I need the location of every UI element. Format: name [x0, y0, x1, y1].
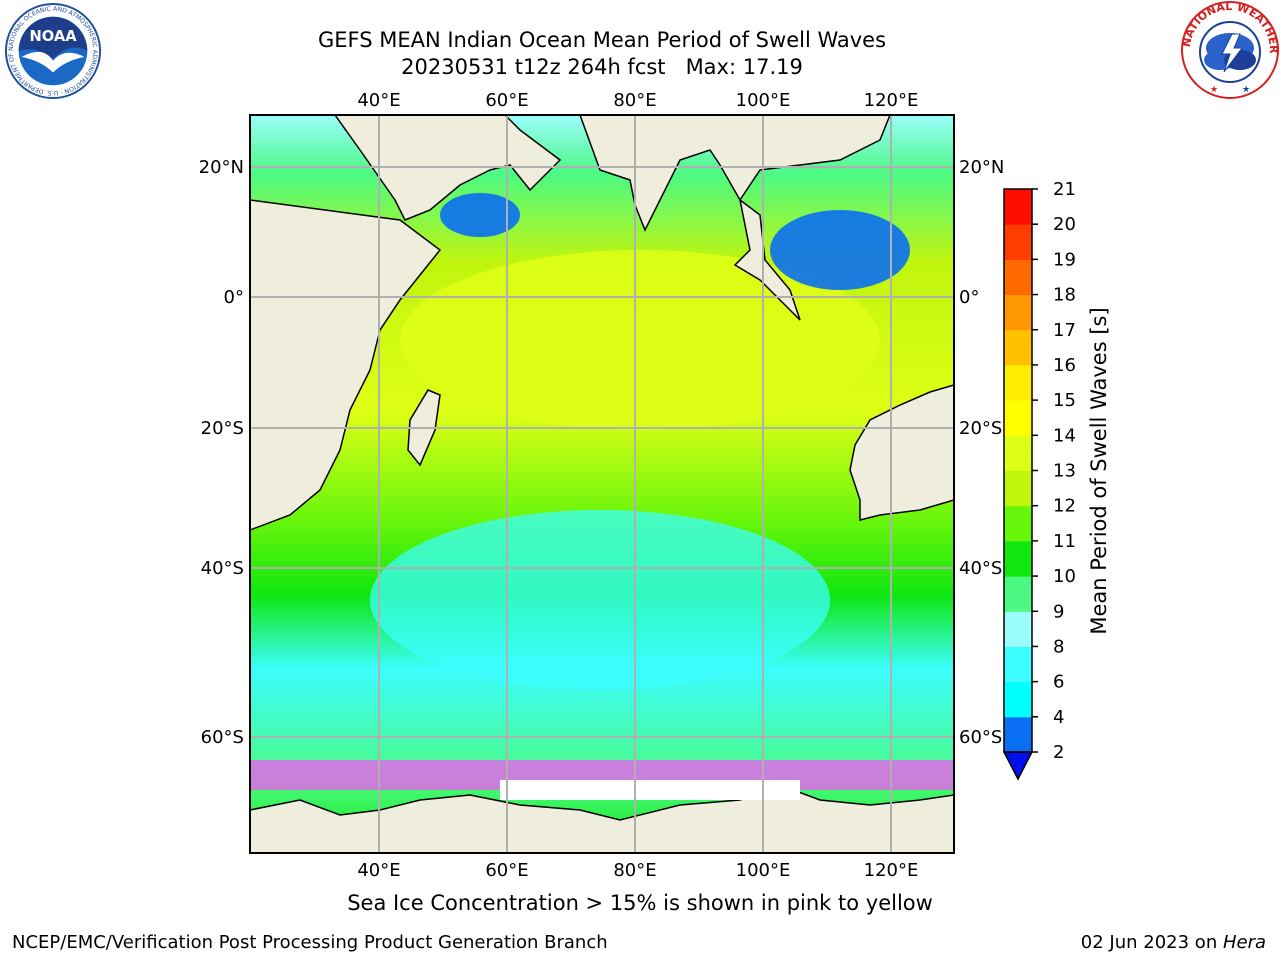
lon-label-bottom: 100°E	[736, 860, 791, 881]
colorbar-swatch	[1004, 189, 1032, 225]
land-india	[579, 115, 891, 232]
lat-label-left: 0°	[224, 287, 244, 308]
swell-high-zone	[400, 250, 880, 430]
chart-title: GEFS MEAN Indian Ocean Mean Period of Sw…	[317, 28, 887, 52]
colorbar: 2 4 6 8 9 10 11 12 13 14 15 16 17 18 19 20 21	[1002, 179, 1076, 781]
colorbar-tick-label: 14	[1053, 425, 1076, 446]
colorbar-tick-label: 20	[1053, 214, 1076, 235]
colorbar-swatch	[1004, 435, 1032, 471]
colorbar-tick-label: 18	[1053, 285, 1076, 306]
colorbar-swatch	[1004, 400, 1032, 436]
colorbar-tick-label: 4	[1053, 707, 1064, 728]
colorbar-swatch	[1004, 329, 1032, 366]
colorbar-tick-label: 10	[1053, 566, 1076, 587]
land-east-africa	[250, 199, 442, 531]
lat-label-right: 60°S	[959, 727, 1002, 748]
svg-text:★: ★	[1210, 85, 1218, 95]
noaa-logo-text: NOAA	[29, 28, 77, 45]
colorbar-swatch	[1004, 576, 1032, 612]
sea-ice-caption: Sea Ice Concentration > 15% is shown in …	[347, 891, 933, 915]
chart-subtitle: 20230531 t12z 264h fcst Max: 17.19	[401, 55, 803, 79]
swell-low-zone	[370, 510, 830, 690]
colorbar-swatch	[1004, 611, 1032, 647]
lon-label-top: 80°E	[613, 90, 656, 111]
lon-label-bottom: 60°E	[485, 860, 528, 881]
colorbar-swatch	[1004, 681, 1032, 718]
colorbar-tick-label: 13	[1053, 461, 1076, 482]
colorbar-tick-label: 6	[1053, 672, 1064, 693]
colorbar-tick-label: 8	[1053, 636, 1064, 657]
nws-logo: NATIONAL WEATHER SERVICE ★ ★	[1180, 0, 1280, 99]
colorbar-extend-arrow	[1002, 751, 1034, 781]
colorbar-label: Mean Period of Swell Waves [s]	[1087, 307, 1111, 634]
graticule	[250, 115, 954, 853]
colorbar-swatch	[1004, 259, 1032, 296]
map-area	[250, 115, 954, 853]
land-australia	[849, 384, 954, 521]
lon-label-bottom: 80°E	[613, 860, 656, 881]
colorbar-tick-label: 15	[1053, 390, 1076, 411]
footer-credit: NCEP/EMC/Verification Post Processing Pr…	[12, 932, 608, 953]
map-frame	[249, 114, 955, 854]
footer-date: 02 Jun 2023 on Hera	[1081, 932, 1266, 953]
svg-text:★: ★	[1242, 85, 1250, 95]
lon-label-top: 40°E	[357, 90, 400, 111]
lat-label-right: 20°S	[959, 418, 1002, 439]
colorbar-swatch	[1004, 505, 1032, 542]
colorbar-tick-label: 2	[1053, 742, 1064, 763]
lat-label-right: 40°S	[959, 558, 1002, 579]
lat-label-left: 20°S	[201, 418, 244, 439]
lat-label-left: 60°S	[201, 727, 244, 748]
colorbar-swatch	[1004, 470, 1032, 507]
colorbar-swatch	[1004, 224, 1032, 260]
arabian-sea-low	[440, 193, 520, 237]
footer-date-text: 02 Jun 2023 on	[1080, 932, 1223, 953]
lat-label-right: 0°	[959, 287, 979, 308]
colorbar-swatch	[1004, 294, 1032, 331]
lat-label-left: 20°N	[199, 157, 244, 178]
lon-label-bottom: 120°E	[864, 860, 919, 881]
colorbar-swatch	[1004, 716, 1032, 753]
colorbar-tick-label: 16	[1053, 355, 1076, 376]
colorbar-swatch	[1004, 540, 1032, 577]
colorbar-tick-label: 12	[1053, 496, 1076, 517]
south-china-sea-low	[770, 210, 910, 290]
footer-host: Hera	[1222, 932, 1266, 953]
lat-label-right: 20°N	[959, 157, 1004, 178]
lon-label-bottom: 40°E	[357, 860, 400, 881]
lon-label-top: 100°E	[736, 90, 791, 111]
colorbar-tick-label: 17	[1053, 320, 1076, 341]
colorbar-swatch	[1004, 646, 1032, 683]
lat-label-left: 40°S	[201, 558, 244, 579]
lon-label-top: 120°E	[864, 90, 919, 111]
colorbar-tick-label: 21	[1053, 179, 1076, 200]
colorbar-tick-label: 11	[1053, 531, 1076, 552]
colorbar-swatch	[1004, 364, 1032, 401]
noaa-logo: NATIONAL OCEANIC AND ATMOSPHERIC ADMINIS…	[4, 2, 102, 100]
sea-ice-white	[500, 780, 800, 800]
colorbar-tick-label: 9	[1053, 601, 1064, 622]
colorbar-tick-label: 19	[1053, 249, 1076, 270]
lon-label-top: 60°E	[485, 90, 528, 111]
